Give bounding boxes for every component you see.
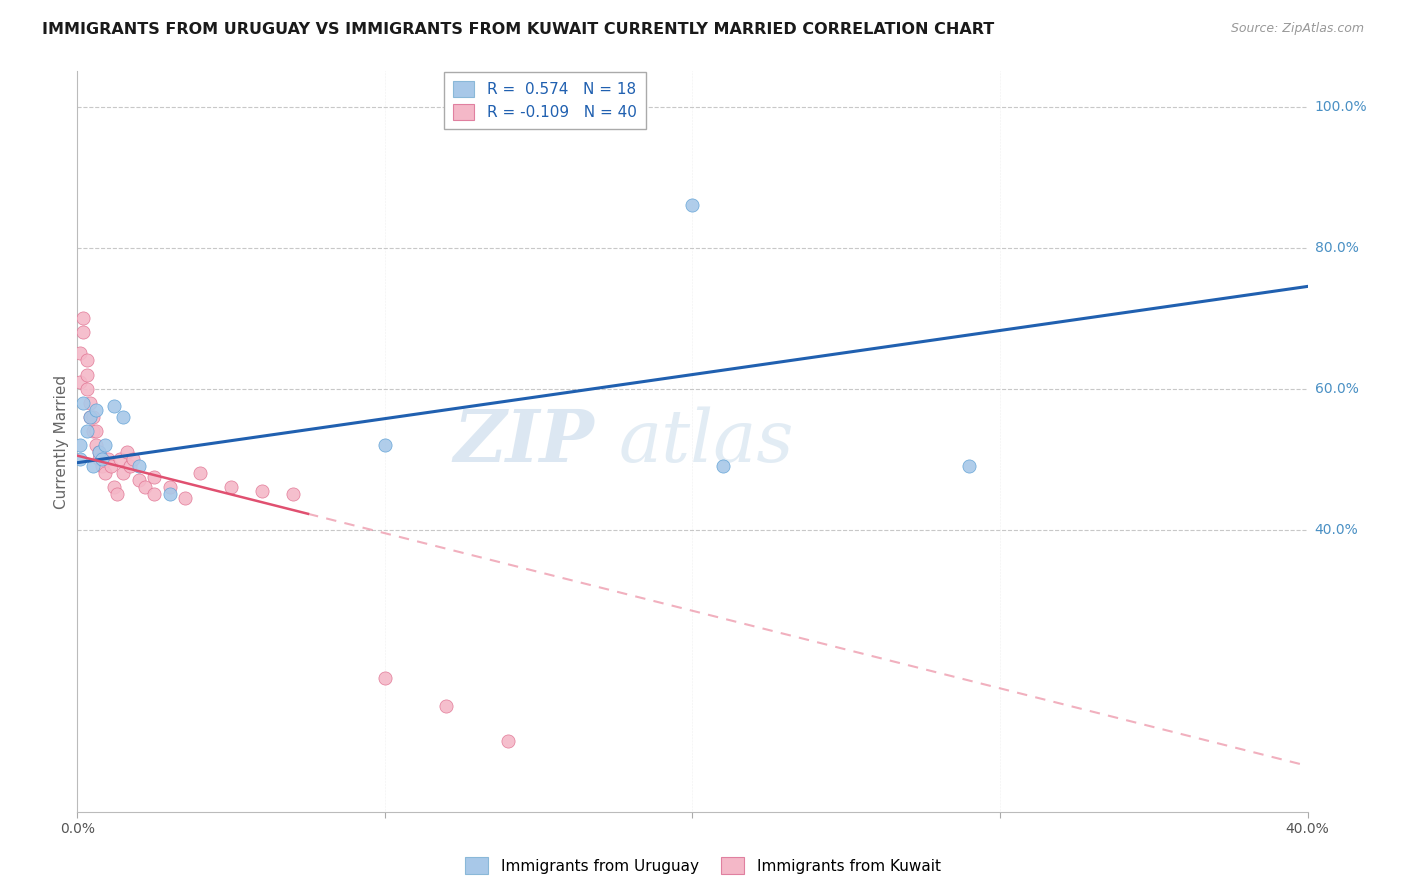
Legend: R =  0.574   N = 18, R = -0.109   N = 40: R = 0.574 N = 18, R = -0.109 N = 40 <box>444 71 645 129</box>
Text: 100.0%: 100.0% <box>1315 100 1367 113</box>
Point <box>121 452 143 467</box>
Point <box>159 487 181 501</box>
Point <box>79 409 101 424</box>
Point <box>957 459 980 474</box>
Point <box>94 467 117 481</box>
Point <box>103 399 125 413</box>
Point <box>84 402 107 417</box>
Point <box>100 459 122 474</box>
Point <box>115 445 138 459</box>
Point <box>134 480 156 494</box>
Point <box>87 452 110 467</box>
Point <box>79 409 101 424</box>
Text: 60.0%: 60.0% <box>1315 382 1358 396</box>
Point <box>76 424 98 438</box>
Point <box>188 467 212 481</box>
Point <box>84 438 107 452</box>
Point <box>174 491 197 505</box>
Point <box>110 452 132 467</box>
Point <box>90 452 114 467</box>
Point <box>159 480 181 494</box>
Point <box>496 734 519 748</box>
Point <box>436 698 458 713</box>
Point <box>87 445 110 459</box>
Point <box>112 467 135 481</box>
Point <box>118 459 141 474</box>
Point <box>112 409 135 424</box>
Point <box>79 396 101 410</box>
Point <box>143 470 166 484</box>
Text: 40.0%: 40.0% <box>1315 523 1358 537</box>
Text: 80.0%: 80.0% <box>1315 241 1358 254</box>
Point <box>374 671 396 685</box>
Point <box>69 452 91 467</box>
Point <box>219 480 242 494</box>
Point <box>281 487 304 501</box>
Point <box>84 424 107 438</box>
Point <box>72 325 94 339</box>
Text: Source: ZipAtlas.com: Source: ZipAtlas.com <box>1230 22 1364 36</box>
Point <box>76 382 98 396</box>
Text: ZIP: ZIP <box>453 406 595 477</box>
Point <box>128 473 150 487</box>
Point <box>69 346 91 360</box>
Text: IMMIGRANTS FROM URUGUAY VS IMMIGRANTS FROM KUWAIT CURRENTLY MARRIED CORRELATION : IMMIGRANTS FROM URUGUAY VS IMMIGRANTS FR… <box>42 22 994 37</box>
Point <box>82 424 104 438</box>
Legend: Immigrants from Uruguay, Immigrants from Kuwait: Immigrants from Uruguay, Immigrants from… <box>460 851 946 880</box>
Point <box>82 409 104 424</box>
Point <box>97 452 120 467</box>
Point <box>250 483 273 498</box>
Point <box>72 396 94 410</box>
Point <box>105 487 128 501</box>
Point <box>103 480 125 494</box>
Point <box>374 438 396 452</box>
Point <box>76 368 98 382</box>
Point <box>90 459 114 474</box>
Point <box>69 438 91 452</box>
Text: atlas: atlas <box>619 406 794 477</box>
Point <box>143 487 166 501</box>
Point <box>128 459 150 474</box>
Point <box>90 452 114 467</box>
Point <box>682 198 704 212</box>
Point <box>69 375 91 389</box>
Point <box>72 311 94 326</box>
Point <box>711 459 734 474</box>
Point <box>94 438 117 452</box>
Y-axis label: Currently Married: Currently Married <box>53 375 69 508</box>
Point <box>82 459 104 474</box>
Point <box>76 353 98 368</box>
Point <box>87 445 110 459</box>
